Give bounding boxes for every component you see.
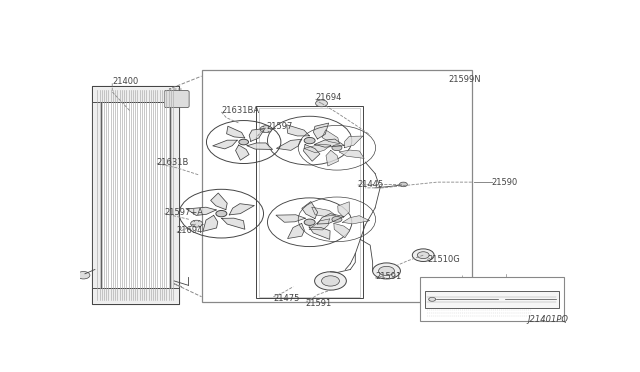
Polygon shape [338, 202, 349, 217]
Text: 21591: 21591 [306, 299, 332, 308]
Bar [92, 102, 101, 288]
Bar [92, 288, 179, 304]
Bar [420, 277, 564, 321]
Polygon shape [276, 215, 305, 222]
Polygon shape [203, 215, 218, 231]
Text: 21590: 21590 [492, 178, 518, 187]
Polygon shape [227, 126, 244, 138]
Bar [92, 86, 179, 102]
Text: 21400: 21400 [112, 77, 138, 86]
Bar [170, 102, 179, 288]
Circle shape [191, 220, 202, 227]
Text: 21631BA: 21631BA [221, 106, 259, 115]
Polygon shape [302, 202, 317, 219]
Polygon shape [309, 227, 330, 240]
Text: 21510G: 21510G [428, 255, 460, 264]
Circle shape [304, 219, 315, 225]
Circle shape [417, 252, 429, 259]
Polygon shape [287, 125, 309, 136]
Polygon shape [309, 219, 330, 230]
Polygon shape [334, 223, 350, 238]
Bar [92, 86, 179, 304]
Text: 21599N: 21599N [448, 74, 481, 83]
Circle shape [412, 249, 434, 262]
Polygon shape [344, 136, 363, 148]
Circle shape [260, 126, 272, 132]
Polygon shape [315, 139, 344, 147]
Polygon shape [303, 145, 320, 161]
Polygon shape [304, 144, 331, 153]
Circle shape [304, 137, 315, 144]
Circle shape [321, 276, 339, 286]
Polygon shape [222, 218, 245, 229]
Circle shape [332, 145, 342, 151]
Polygon shape [339, 150, 364, 158]
Circle shape [315, 272, 346, 290]
Circle shape [399, 182, 408, 187]
Text: 21694: 21694 [316, 93, 342, 102]
Bar [259, 108, 360, 297]
Circle shape [372, 263, 401, 279]
Polygon shape [186, 207, 216, 215]
Polygon shape [229, 204, 254, 215]
Circle shape [379, 266, 394, 276]
Circle shape [429, 297, 436, 301]
Bar [202, 70, 472, 302]
Circle shape [216, 211, 227, 217]
Polygon shape [314, 123, 328, 139]
FancyBboxPatch shape [164, 90, 189, 108]
Polygon shape [276, 139, 301, 150]
Circle shape [77, 272, 90, 279]
Text: 21694: 21694 [177, 226, 203, 235]
Text: 21631B: 21631B [157, 158, 189, 167]
Polygon shape [236, 145, 249, 160]
Circle shape [316, 100, 328, 107]
Text: 21597+A: 21597+A [164, 208, 204, 217]
Bar [425, 291, 559, 308]
Polygon shape [249, 128, 265, 141]
Polygon shape [287, 223, 305, 238]
Text: 21445: 21445 [358, 180, 384, 189]
Polygon shape [342, 216, 370, 224]
Text: J21401PQ: J21401PQ [527, 315, 568, 324]
Text: 21475: 21475 [273, 294, 300, 303]
Circle shape [239, 139, 248, 145]
Polygon shape [326, 150, 339, 166]
Bar [256, 106, 363, 298]
Polygon shape [212, 140, 237, 149]
Circle shape [332, 217, 342, 222]
Polygon shape [211, 193, 227, 210]
Polygon shape [317, 214, 344, 224]
Polygon shape [247, 143, 273, 150]
Text: 21597: 21597 [266, 122, 292, 131]
Polygon shape [312, 207, 335, 216]
Text: 21591: 21591 [375, 272, 401, 281]
Polygon shape [322, 130, 339, 144]
